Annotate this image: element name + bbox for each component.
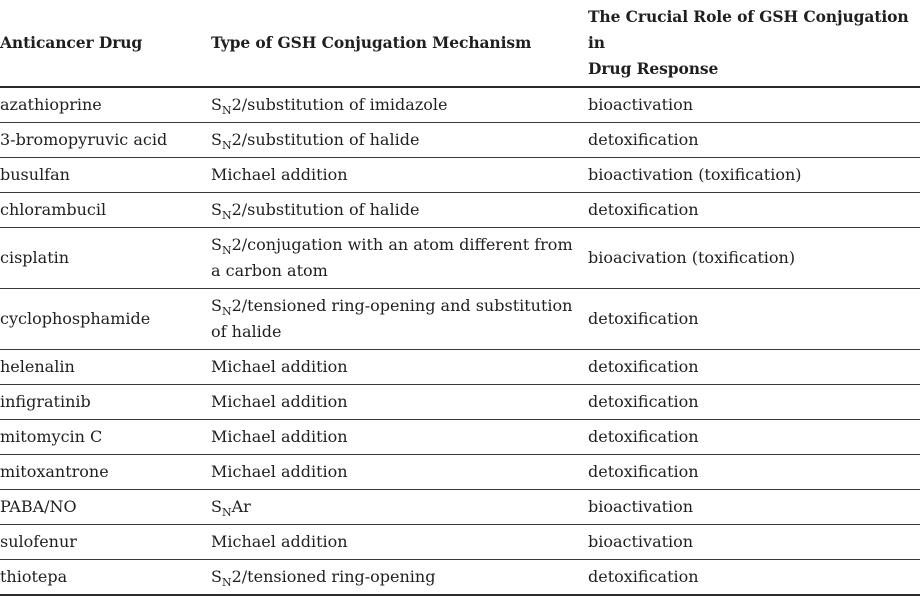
table-row: mitomycin C Michael addition detoxificatio… (0, 419, 920, 455)
mechanism-subscript: N (221, 139, 232, 153)
mechanism-text: Ar (231, 497, 251, 516)
table-row: 3-bromopyruvic acid SN2/substitution of h… (0, 122, 920, 158)
mechanism-text: Michael addition (211, 427, 348, 446)
role-cell: detoxification (588, 419, 920, 455)
drug-cell: 3-bromopyruvic acid (0, 122, 211, 158)
mechanism-cell: SN2/substitution of halide (211, 122, 588, 158)
role-cell: bioactivation (588, 87, 920, 123)
mechanism-prefix: S (211, 567, 222, 586)
column-header-mechanism: Type of GSH Conjugation Mechanism (211, 0, 588, 88)
drug-cell: infigratinib (0, 384, 211, 420)
drug-cell: azathioprine (0, 87, 211, 123)
mechanism-cell: SN2/conjugation with an atom different f… (211, 227, 588, 289)
table-row: mitoxantrone Michael addition detoxificati… (0, 454, 920, 490)
mechanism-text: 2/tensioned ring-opening and substitutio… (211, 296, 573, 341)
drug-cell: cisplatin (0, 227, 211, 289)
mechanism-cell: SN2/substitution of imidazole (211, 87, 588, 123)
table-row: busulfan Michael addition bioactivation (t… (0, 157, 920, 193)
mechanism-prefix: S (211, 95, 222, 114)
role-cell: bioactivation (588, 489, 920, 525)
role-cell: detoxification (588, 349, 920, 385)
drug-cell: mitoxantrone (0, 454, 211, 490)
mechanism-prefix: S (211, 200, 222, 219)
mechanism-text: Michael addition (211, 392, 348, 411)
mechanism-text: Michael addition (211, 462, 348, 481)
drug-cell: PABA/NO (0, 489, 211, 525)
mechanism-cell: Michael addition (211, 349, 588, 385)
table-row: sulofenur Michael addition bioactivation (0, 524, 920, 560)
drug-cell: busulfan (0, 157, 211, 193)
mechanism-subscript: N (221, 576, 232, 590)
mechanism-prefix: S (211, 130, 222, 149)
table-row: azathioprine SN2/substitution of imidazol… (0, 87, 920, 123)
mechanism-text: Michael addition (211, 357, 348, 376)
role-cell: detoxification (588, 288, 920, 350)
mechanism-text: 2/tensioned ring-opening (231, 567, 436, 586)
mechanism-subscript: N (221, 506, 232, 520)
role-cell: bioactivation (588, 524, 920, 560)
drug-cell: chlorambucil (0, 192, 211, 228)
drug-cell: mitomycin C (0, 419, 211, 455)
table-header-row: Anticancer Drug Type of GSH Conjugation … (0, 0, 920, 88)
mechanism-cell: SN2/substitution of halide (211, 192, 588, 228)
mechanism-text: 2/substitution of imidazole (231, 95, 448, 114)
mechanism-subscript: N (221, 209, 232, 223)
mechanism-cell: Michael addition (211, 419, 588, 455)
mechanism-text: 2/substitution of halide (231, 130, 420, 149)
mechanism-cell: Michael addition (211, 384, 588, 420)
mechanism-prefix: S (211, 235, 222, 254)
table-row: infigratinib Michael addition detoxificati… (0, 384, 920, 420)
mechanism-text: 2/substitution of halide (231, 200, 420, 219)
mechanism-cell: SN2/tensioned ring-opening and substitut… (211, 288, 588, 350)
mechanism-subscript: N (221, 104, 232, 118)
mechanism-subscript: N (221, 244, 232, 258)
role-cell: bioactivation (toxification) (588, 157, 920, 193)
drug-cell: cyclophosphamide (0, 288, 211, 350)
drug-cell: sulofenur (0, 524, 211, 560)
mechanism-cell: Michael addition (211, 157, 588, 193)
role-cell: detoxification (588, 454, 920, 490)
mechanism-prefix: S (211, 296, 222, 315)
table-row: cyclophosphamide SN2/tensioned ring-openi… (0, 288, 920, 350)
drug-cell: helenalin (0, 349, 211, 385)
mechanism-subscript: N (221, 305, 232, 319)
mechanism-text: Michael addition (211, 165, 348, 184)
table-row: chlorambucil SN2/substitution of halide de… (0, 192, 920, 228)
role-cell: bioacivation (toxification) (588, 227, 920, 289)
mechanism-cell: Michael addition (211, 524, 588, 560)
mechanism-cell: SNAr (211, 489, 588, 525)
column-header-anticancer-drug: Anticancer Drug (0, 0, 211, 88)
table-row: helenalin Michael addition detoxification (0, 349, 920, 385)
role-cell: detoxification (588, 122, 920, 158)
mechanism-text: 2/conjugation with an atom different fro… (211, 235, 573, 280)
mechanism-prefix: S (211, 497, 222, 516)
table-row: PABA/NO SNAr bioactivation (0, 489, 920, 525)
role-cell: detoxification (588, 384, 920, 420)
table-row: cisplatin SN2/conjugation with an atom di… (0, 227, 920, 289)
mechanism-cell: Michael addition (211, 454, 588, 490)
column-header-role: The Crucial Role of GSH Conjugation in D… (588, 0, 920, 88)
role-cell: detoxification (588, 192, 920, 228)
mechanism-text: Michael addition (211, 532, 348, 551)
